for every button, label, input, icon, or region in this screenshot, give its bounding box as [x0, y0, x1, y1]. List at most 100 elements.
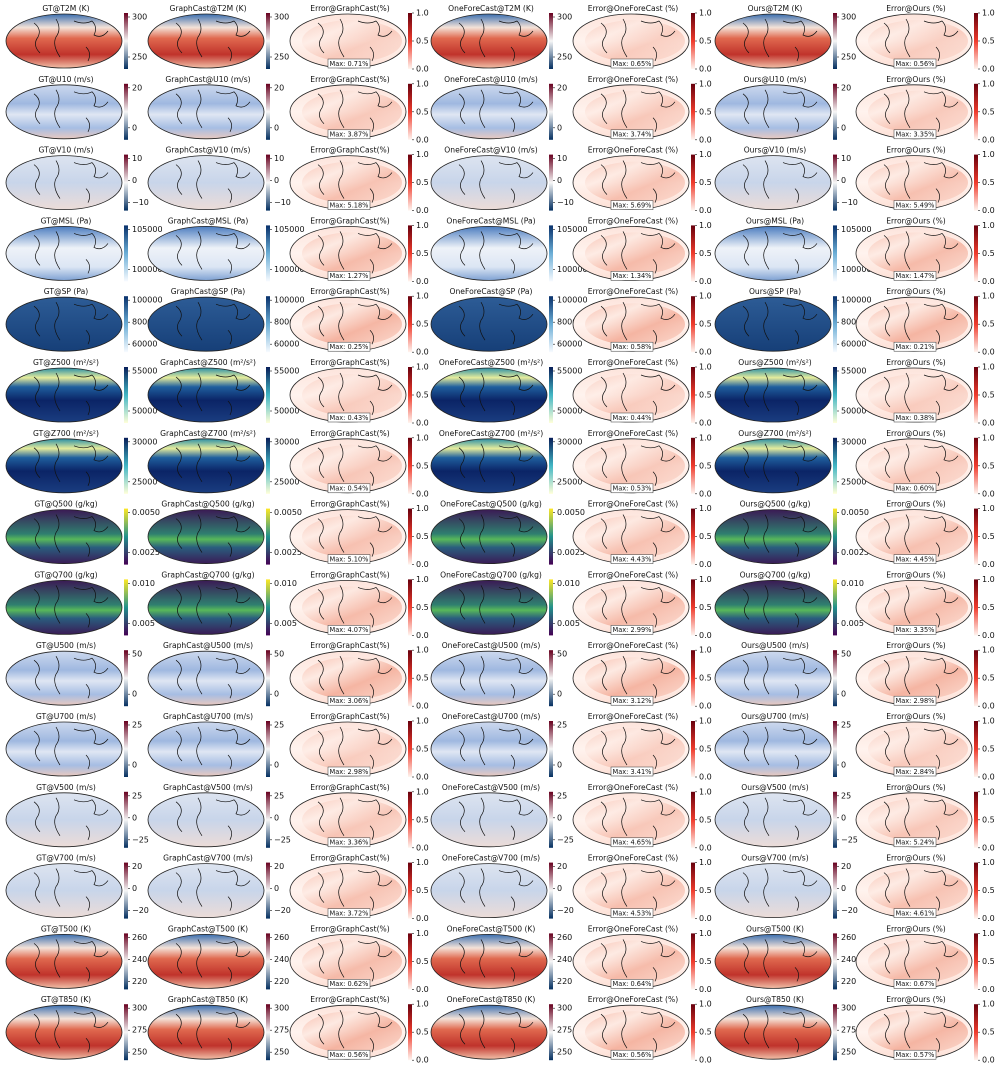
colorbar-tick-label: 1.0	[982, 646, 995, 655]
colorbar-tick-label: 0	[274, 761, 279, 770]
panel-title: OneForeCast@U500 (m/s)	[442, 641, 541, 650]
error-hotspots	[585, 374, 685, 416]
colorbar-tick-label: 1.0	[699, 787, 712, 796]
error-hotspots	[868, 90, 968, 133]
colorbar	[124, 579, 128, 636]
panel-title: Error@Ours (%)	[886, 712, 946, 721]
colorbar-tick-label: 1.0	[982, 433, 995, 442]
colorbar-tick-label: 0.5	[982, 320, 995, 329]
panel: GraphCast@U700 (m/s) 25 0	[147, 712, 284, 777]
colorbar-tick-label: 260	[274, 933, 289, 942]
coastline	[175, 443, 251, 486]
colorbar-tick-label: 0.5	[982, 603, 995, 612]
panel-title: GraphCast@Q700 (g/kg)	[161, 570, 254, 579]
colorbar-tick-label: 0.0	[699, 277, 712, 286]
colorbar-tick-label: 1.0	[416, 858, 429, 867]
error-hotspots	[868, 232, 968, 275]
panel-title: Error@GraphCast(%)	[310, 75, 389, 84]
coastline	[742, 231, 818, 274]
colorbar-tick-label: 1.0	[416, 929, 429, 938]
colorbar-tick-label: 0.5	[416, 1028, 429, 1037]
colorbar-tick-label: 1.0	[982, 787, 995, 796]
colorbar-tick-label: 250	[132, 1048, 147, 1057]
colorbar	[691, 13, 695, 69]
colorbar-tick-label: 1.0	[699, 79, 712, 88]
map	[5, 13, 123, 69]
max-label: Max: 5.49%	[896, 201, 935, 209]
colorbar	[974, 862, 978, 919]
panel-title: Ours@T500 (K)	[746, 924, 804, 933]
colorbar	[266, 296, 270, 353]
coastline	[458, 585, 534, 628]
max-box	[327, 271, 371, 281]
colorbar-tick-label: 25	[841, 721, 851, 730]
panel-title: GT@MSL (Pa)	[41, 216, 92, 225]
colorbar-tick-label: 300	[557, 13, 572, 22]
coastline	[600, 18, 676, 62]
map	[147, 438, 265, 494]
error-hotspots	[585, 728, 685, 770]
map	[5, 934, 123, 989]
colorbar	[833, 13, 837, 69]
colorbar	[833, 367, 837, 423]
colorbar-tick-label: 0.0	[982, 135, 995, 144]
coastline	[33, 726, 109, 770]
max-box	[610, 837, 654, 848]
colorbar-tick-label: 0.0	[416, 206, 429, 215]
max-label: Max: 0.62%	[330, 980, 369, 988]
colorbar-tick-label: 0	[841, 176, 846, 185]
max-box	[610, 908, 654, 918]
panel-title: Error@GraphCast(%)	[310, 429, 389, 438]
coastline	[175, 89, 251, 132]
max-box	[327, 979, 371, 989]
panel-title: Error@Ours (%)	[886, 75, 946, 84]
colorbar	[691, 225, 695, 282]
colorbar	[266, 13, 270, 69]
colorbar-tick-label: 1.0	[416, 363, 429, 372]
panel: GraphCast@U500 (m/s) 50 0	[147, 641, 284, 707]
colorbar-tick-label: 0.5	[699, 320, 712, 329]
colorbar-tick-label: 25000	[132, 477, 157, 486]
coastline	[883, 868, 959, 911]
panel-title: GraphCast@T500 (K)	[168, 924, 248, 933]
coastline	[742, 868, 818, 911]
error-hotspots	[868, 586, 968, 629]
colorbar-tick-label: 1.0	[982, 858, 995, 867]
colorbar-tick-label: 0.5	[416, 320, 429, 329]
colorbar-tick-label: 1.0	[416, 9, 429, 18]
coastline	[317, 868, 393, 911]
colorbar-tick-label: 0.5	[982, 957, 995, 966]
panel-title: Error@GraphCast(%)	[310, 287, 389, 296]
map	[714, 225, 832, 281]
coastline	[458, 797, 534, 840]
coastline	[458, 372, 534, 416]
panel-title: Error@GraphCast(%)	[310, 146, 389, 155]
panel: GraphCast@T500 (K) 260 240 220	[147, 924, 289, 990]
colorbar-tick-label: 0.0	[699, 135, 712, 144]
colorbar-tick-label: −10	[841, 198, 858, 207]
colorbar-tick-label: 0.5	[982, 674, 995, 683]
colorbar	[833, 225, 837, 282]
panel: Ours@T850 (K) 300 275 250	[714, 995, 856, 1061]
coastline	[458, 160, 534, 203]
coastline	[33, 372, 109, 416]
colorbar-tick-label: 0.5	[699, 178, 712, 187]
max-box	[893, 341, 937, 352]
panel: Error@Ours (%) 1.0 0.5 0.0 Max: 3.35%	[855, 75, 995, 144]
colorbar-tick-label: 0.010	[841, 579, 864, 588]
error-hotspots	[868, 1011, 968, 1054]
colorbar-tick-label: 100000	[557, 265, 588, 274]
colorbar-tick-label: 50	[274, 650, 284, 659]
colorbar-tick-label: 0.5	[699, 815, 712, 824]
colorbar-tick-label: 25	[557, 721, 567, 730]
colorbar-tick-label: 10	[841, 154, 851, 163]
colorbar	[408, 791, 412, 848]
coastline	[458, 868, 534, 911]
panel-title: OneForeCast@T850 (K)	[447, 995, 536, 1004]
panel: Error@Ours (%) 1.0 0.5 0.0 Max: 4.45%	[855, 500, 995, 569]
panel-title: OneForeCast@U700 (m/s)	[442, 712, 541, 721]
panel-title: GT@T850 (K)	[41, 995, 91, 1004]
error-hotspots	[585, 444, 685, 487]
max-label: Max: 0.56%	[330, 1051, 369, 1059]
colorbar-tick-label: 20	[557, 862, 567, 871]
